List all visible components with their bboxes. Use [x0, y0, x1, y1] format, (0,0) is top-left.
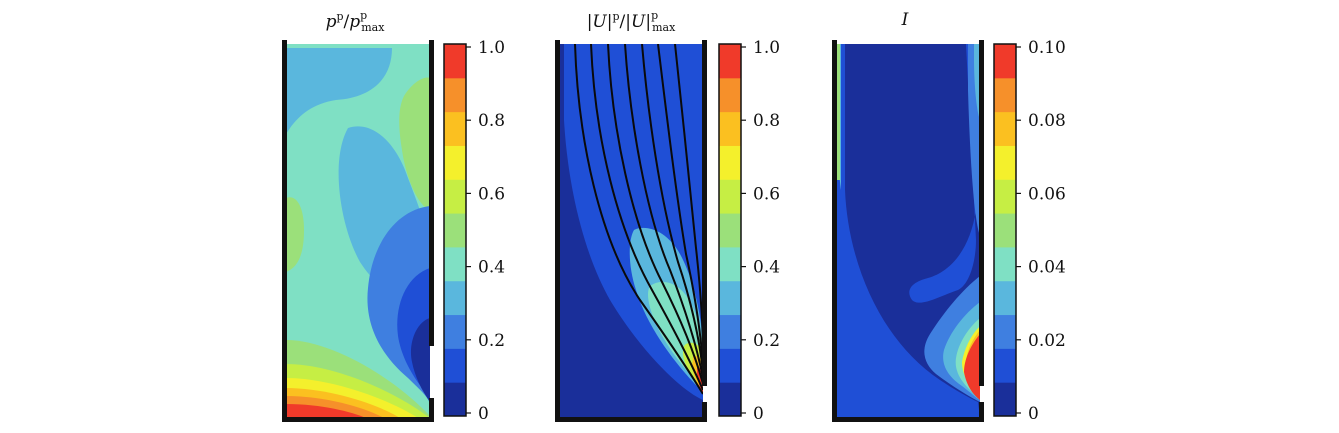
colorbar-swatch [719, 314, 741, 349]
colorbar-swatch [994, 179, 1016, 214]
colorbar-swatch [444, 213, 466, 248]
colorbar-swatch [444, 44, 466, 79]
colorbar-tick-label: 0.4 [478, 258, 505, 278]
contour-field-intensity [836, 44, 980, 418]
colorbar-swatch [719, 382, 741, 417]
colorbar-tick-label: 0.8 [753, 111, 780, 131]
colorbar-swatch [444, 179, 466, 214]
wall-bottom-intensity [832, 417, 984, 422]
colorbar-swatch [719, 246, 741, 282]
colorbar-tick-label: 0.4 [753, 258, 780, 278]
colorbar-tick-label: 0.8 [478, 111, 505, 131]
colorbar-swatch [719, 111, 741, 146]
colorbar-swatch [444, 280, 466, 316]
colorbar-swatch [719, 145, 741, 180]
colorbar-swatch [994, 382, 1016, 417]
colorbar-swatch [994, 145, 1016, 180]
colorbar-frame [718, 43, 742, 417]
wall-right-lower-pressure [429, 398, 434, 422]
colorbar-tick-label: 0.2 [478, 331, 505, 351]
colorbar-swatch [444, 246, 466, 282]
colorbar-tick-label: 0 [753, 404, 764, 424]
wall-right-upper-intensity [979, 40, 984, 386]
colorbar-tick-label: 0.10 [1028, 38, 1066, 58]
streamlines [574, 44, 703, 395]
colorbar-swatch [719, 179, 741, 214]
colorbar-swatch [994, 348, 1016, 383]
colorbar-tick-label: 0 [478, 404, 489, 424]
wall-bottom-velocity [555, 417, 707, 422]
colorbar-velocity: 1.0 0.8 0.6 0.4 0.2 0 [718, 38, 780, 424]
colorbar-swatch [444, 77, 466, 113]
colorbar-swatch [994, 44, 1016, 79]
colorbar-swatch [994, 280, 1016, 316]
colorbar-swatch [994, 111, 1016, 146]
colorbar-swatch [444, 314, 466, 349]
colorbar-tick-label: 0 [1028, 404, 1039, 424]
colorbar-tick-label: 0.06 [1028, 184, 1066, 204]
colorbar-swatch [994, 77, 1016, 113]
colorbar-tick-label: 0.6 [753, 184, 780, 204]
colorbar-swatch [444, 145, 466, 180]
colorbar-swatch [444, 382, 466, 417]
wall-bottom-pressure [282, 417, 434, 422]
contour-field-pressure [286, 44, 430, 418]
colorbar-swatch [994, 314, 1016, 349]
panel-title-intensity: I [901, 10, 909, 30]
wall-right-lower-intensity [979, 402, 984, 422]
contour-field-velocity [559, 44, 703, 418]
colorbar-swatch [719, 213, 741, 248]
colorbar-tick-label: 0.6 [478, 184, 505, 204]
colorbar-tick-label: 0.04 [1028, 258, 1066, 278]
colorbar-swatch [444, 111, 466, 146]
colorbar-frame [993, 43, 1017, 417]
colorbar-swatch [994, 246, 1016, 282]
colorbar-tick-label: 0.2 [753, 331, 780, 351]
wall-left-pressure [282, 40, 287, 422]
colorbar-tick-label: 1.0 [753, 38, 780, 58]
wall-right-upper-velocity [702, 40, 707, 386]
panel-title-velocity: |U|p/|U|p max [587, 9, 676, 34]
colorbar-swatch [719, 44, 741, 79]
colorbar-swatch [719, 77, 741, 113]
colorbar-intensity: 0.10 0.08 0.06 0.04 0.02 0 [993, 38, 1066, 424]
colorbar-swatch [719, 280, 741, 316]
colorbar-pressure: 1.0 0.8 0.6 0.4 0.2 0 [443, 38, 505, 424]
colorbar-swatch [719, 348, 741, 383]
colorbar-tick-label: 0.08 [1028, 111, 1066, 131]
wall-right-lower-velocity [702, 402, 707, 422]
panel-title-pressure: pp/pp max [326, 9, 386, 34]
colorbar-swatch [444, 348, 466, 383]
wall-left-intensity [832, 40, 837, 422]
wall-right-upper-pressure [429, 40, 434, 346]
colorbar-swatch [994, 213, 1016, 248]
panel-intensity: I [832, 10, 984, 422]
panel-velocity: |U|p/|U|p max [555, 9, 707, 422]
colorbar-frame [443, 43, 467, 417]
panel-pressure: pp/pp max [282, 9, 434, 422]
wall-left-velocity [555, 40, 560, 422]
colorbar-tick-label: 1.0 [478, 38, 505, 58]
colorbar-tick-label: 0.02 [1028, 331, 1066, 351]
